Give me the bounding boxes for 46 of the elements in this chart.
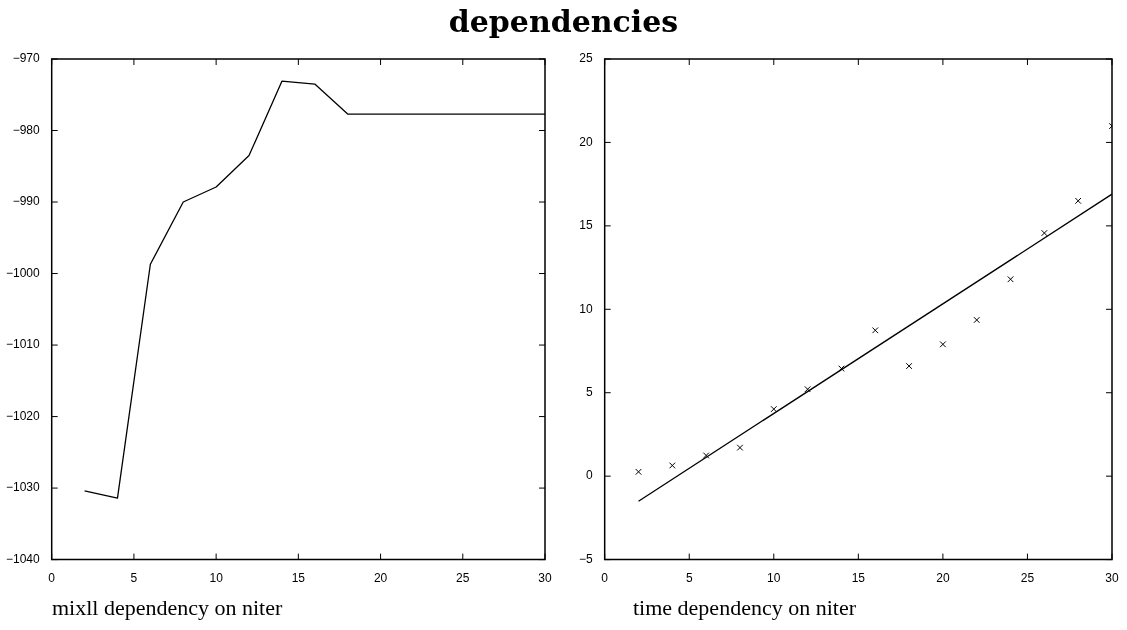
y-tick-label: 0 — [585, 468, 593, 483]
point — [939, 341, 947, 348]
x-tick-label: 5 — [685, 571, 693, 586]
x-tick-label: 15 — [851, 571, 866, 586]
y-tick-label: −990 — [12, 194, 41, 209]
point — [1041, 229, 1048, 237]
x-axis-title: time dependency on niter — [633, 595, 856, 621]
x-tick-label: 10 — [767, 571, 781, 586]
y-tick-label: −1030 — [6, 480, 41, 495]
y-tick-label: 10 — [579, 301, 593, 316]
point — [973, 316, 981, 324]
x-tick-label: 25 — [1020, 571, 1035, 586]
point — [669, 462, 676, 469]
point — [635, 468, 642, 476]
y-tick-label: 5 — [585, 385, 593, 400]
y-tick-label: −1020 — [6, 408, 41, 423]
x-tick-label: 0 — [48, 571, 56, 586]
x-tick-label: 25 — [456, 571, 470, 586]
point — [1074, 197, 1082, 205]
y-tick-label: 20 — [579, 134, 593, 149]
x-tick-label: 15 — [291, 571, 306, 586]
x-tick-label: 30 — [538, 571, 552, 586]
y-tick-label: 15 — [579, 218, 593, 233]
point — [871, 327, 879, 334]
point — [905, 362, 913, 370]
x-tick-label: 10 — [209, 571, 224, 586]
point — [736, 444, 744, 451]
x-tick-label: 0 — [601, 571, 609, 586]
chart-title: dependencies — [447, 4, 680, 39]
y-tick-label: −970 — [12, 51, 41, 66]
x-tick-label: 5 — [130, 571, 138, 586]
point — [804, 385, 811, 393]
x-tick-label: 20 — [373, 571, 388, 586]
x-tick-label: 30 — [1105, 571, 1119, 586]
x-axis-title: mixll dependency on niter — [52, 595, 283, 621]
y-tick-label: −1040 — [6, 551, 41, 566]
y-tick-label: 25 — [579, 51, 593, 66]
y-tick-label: −1010 — [6, 337, 41, 352]
y-tick-label: −1000 — [6, 265, 41, 280]
point — [1007, 275, 1014, 283]
point — [770, 405, 778, 413]
y-tick-label: −5 — [578, 551, 593, 566]
y-tick-label: −980 — [12, 122, 41, 137]
point — [838, 365, 845, 372]
x-tick-label: 20 — [936, 571, 950, 586]
point — [702, 452, 710, 459]
